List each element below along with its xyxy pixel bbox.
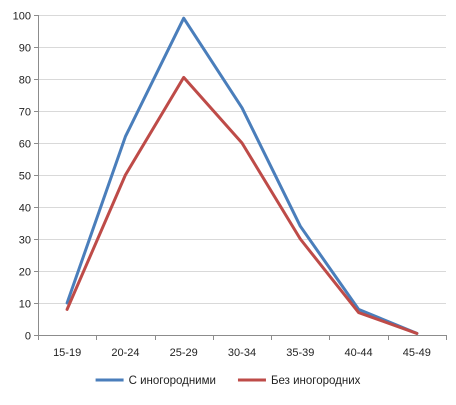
legend-item-1: С иногородними	[95, 375, 216, 387]
x-tick-label: 30-34	[228, 347, 256, 359]
y-tick-label: 20	[19, 267, 31, 279]
legend: С иногородними Без иногородних	[95, 375, 361, 387]
x-tick-label: 35-39	[286, 347, 314, 359]
x-tick-label: 20-24	[111, 347, 139, 359]
y-tick-label: 0	[25, 331, 31, 343]
y-tick-label: 70	[19, 107, 31, 119]
y-tick-label: 40	[19, 203, 31, 215]
series-line-2	[65, 75, 419, 335]
y-tick-label: 100	[13, 11, 31, 23]
x-axis-ticks: 15-19 20-24 25-29 30-34 35-39 40-44 45-49	[53, 347, 431, 359]
x-tick-label: 45-49	[403, 347, 431, 359]
x-tick-label: 25-29	[170, 347, 198, 359]
y-tick-label: 10	[19, 299, 31, 311]
x-tick-label: 15-19	[53, 347, 81, 359]
axes	[34, 15, 447, 340]
y-tick-label: 80	[19, 75, 31, 87]
x-tick-label: 40-44	[345, 347, 373, 359]
y-tick-label: 50	[19, 171, 31, 183]
y-tick-label: 90	[19, 43, 31, 55]
legend-item-2: Без иногородних	[237, 375, 361, 387]
series-line-1	[65, 16, 419, 335]
legend-label: С иногородними	[129, 375, 216, 387]
y-axis-ticks: 0 10 20 30 40 50 60 70 80 90 100	[13, 11, 31, 343]
gridlines	[38, 15, 446, 304]
series-lines	[65, 16, 419, 335]
legend-label: Без иногородних	[271, 375, 361, 387]
y-tick-label: 60	[19, 139, 31, 151]
y-tick-label: 30	[19, 235, 31, 247]
